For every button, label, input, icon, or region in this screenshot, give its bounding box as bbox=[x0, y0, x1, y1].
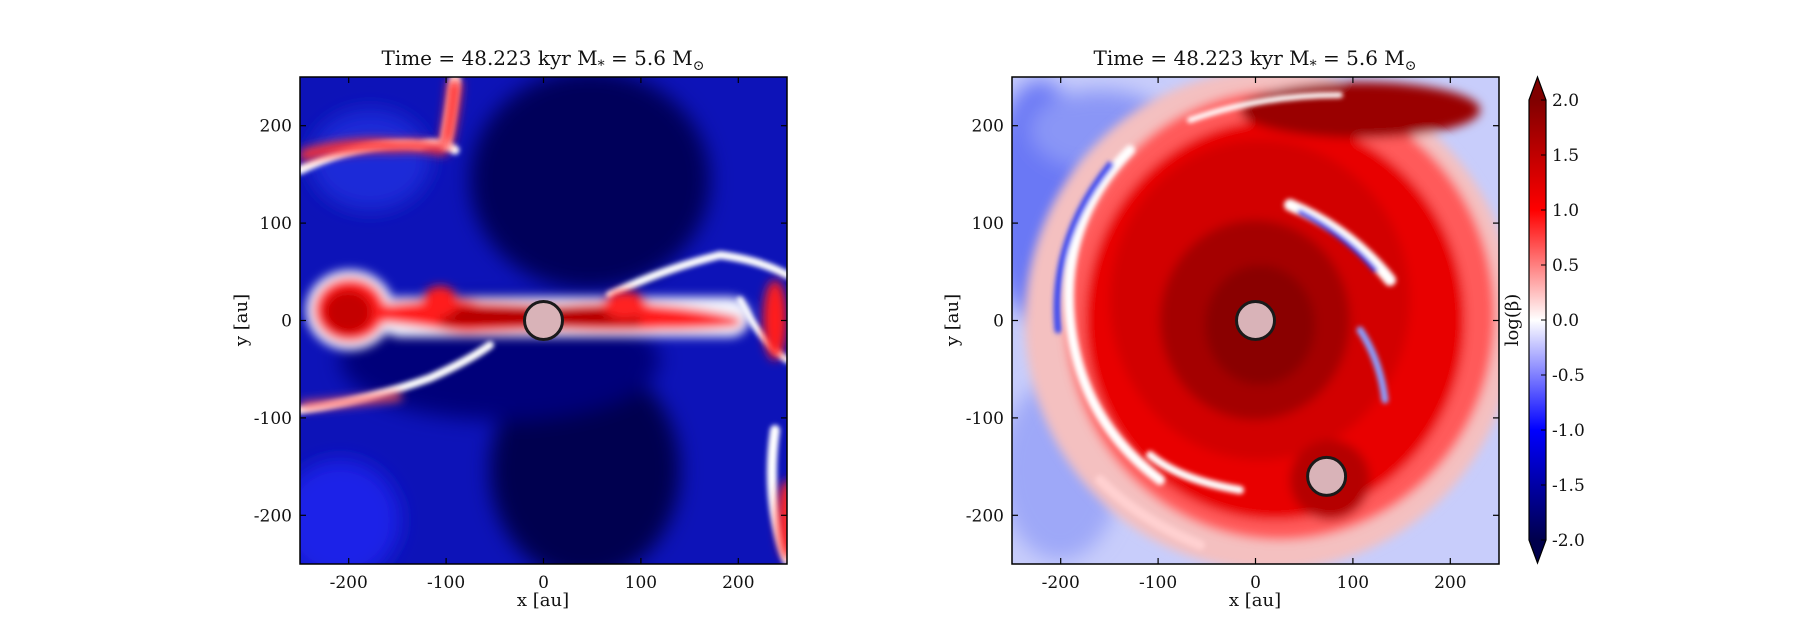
y-tick-label: -100 bbox=[966, 409, 1004, 429]
y-tick-label: 200 bbox=[972, 117, 1004, 137]
colorbar-tick-label: -0.5 bbox=[1552, 366, 1585, 386]
x-tick-label: 200 bbox=[1434, 573, 1466, 593]
y-tick-label: -200 bbox=[966, 506, 1004, 526]
colorbar-tick-label: 0.0 bbox=[1552, 311, 1579, 331]
panel-right: -200 -100 0 100 200 200 100 0 -100 -200 Time = 48… bbox=[942, 46, 1500, 611]
y-tick-label: 100 bbox=[972, 214, 1004, 234]
y-tick-label: 100 bbox=[260, 214, 292, 234]
x-tick-label: 100 bbox=[625, 573, 657, 593]
axis-ticks-right: -200 -100 0 100 200 200 100 0 -100 -200 bbox=[966, 77, 1499, 593]
y-axis-label-right: y [au] bbox=[942, 294, 963, 347]
y-axis-label-left: y [au] bbox=[231, 294, 252, 347]
x-tick-label: -200 bbox=[330, 573, 368, 593]
x-tick-label: 0 bbox=[538, 573, 549, 593]
colorbar-extend-min bbox=[1529, 540, 1546, 563]
x-axis-label-right: x [au] bbox=[1229, 590, 1281, 611]
x-tick-label: 200 bbox=[722, 573, 754, 593]
axis-ticks-left: -200 -100 0 100 200 200 100 0 -100 -200 bbox=[254, 77, 787, 593]
colorbar-tick-label: 1.0 bbox=[1552, 201, 1579, 221]
colorbar-tick-label: -2.0 bbox=[1552, 531, 1585, 551]
chart-title-right: Time = 48.223 kyr M* = 5.6 M⊙ bbox=[1093, 46, 1416, 74]
colorbar-tick-label: -1.0 bbox=[1552, 421, 1585, 441]
colorbar-extend-max bbox=[1529, 77, 1546, 100]
x-tick-label: -100 bbox=[1139, 573, 1177, 593]
heatmap-left bbox=[300, 77, 787, 564]
y-tick-label: -200 bbox=[254, 506, 292, 526]
y-tick-label: 200 bbox=[260, 117, 292, 137]
sink-particles-left bbox=[523, 300, 564, 341]
sink-particle-marker bbox=[1235, 300, 1276, 341]
colorbar-label: log(β) bbox=[1502, 294, 1523, 347]
sink-particle-marker bbox=[523, 300, 564, 341]
sink-particles-right bbox=[1235, 300, 1348, 497]
x-tick-label: -100 bbox=[427, 573, 465, 593]
y-tick-label: -100 bbox=[254, 409, 292, 429]
y-tick-label: 0 bbox=[993, 312, 1004, 332]
x-tick-label: 100 bbox=[1337, 573, 1369, 593]
colorbar: 2.0 1.5 1.0 0.5 0.0 -0.5 -1.0 -1.5 -2.0 log(β) bbox=[1502, 75, 1585, 565]
panel-left: -200 -100 0 100 200 200 100 0 -100 -200 Time = 48… bbox=[231, 46, 788, 611]
colorbar-tick-label: -1.5 bbox=[1552, 476, 1585, 496]
chart-title-left: Time = 48.223 kyr M* = 5.6 M⊙ bbox=[381, 46, 704, 74]
x-axis-label-left: x [au] bbox=[517, 590, 569, 611]
y-tick-label: 0 bbox=[281, 312, 292, 332]
sink-particle-marker bbox=[1306, 455, 1348, 497]
x-tick-label: 0 bbox=[1250, 573, 1261, 593]
x-tick-label: -200 bbox=[1042, 573, 1080, 593]
colorbar-tick-label: 0.5 bbox=[1552, 256, 1579, 276]
colorbar-tick-label: 2.0 bbox=[1552, 91, 1579, 111]
colorbar-ticks: 2.0 1.5 1.0 0.5 0.0 -0.5 -1.0 -1.5 -2.0 bbox=[1541, 91, 1585, 551]
colorbar-tick-label: 1.5 bbox=[1552, 146, 1579, 166]
